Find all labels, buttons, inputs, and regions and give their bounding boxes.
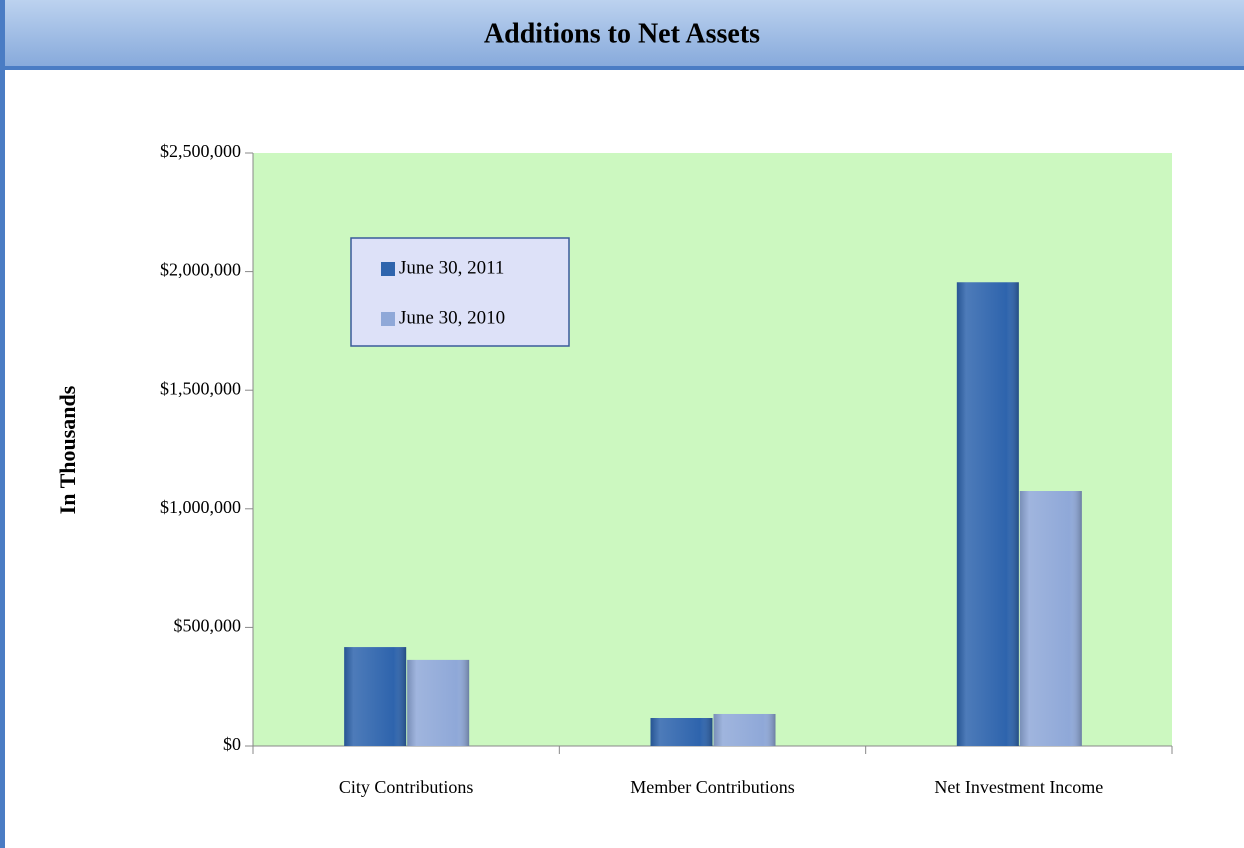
legend-swatch xyxy=(381,312,395,326)
legend-label: June 30, 2010 xyxy=(399,307,505,328)
header-bar xyxy=(0,0,1244,68)
y-tick-label: $0 xyxy=(223,734,241,754)
legend-box xyxy=(350,237,570,347)
header-border xyxy=(0,66,1244,70)
legend-swatch xyxy=(381,262,395,276)
x-tick-label: City Contributions xyxy=(338,777,474,797)
bar xyxy=(956,282,1019,746)
chart-title: Additions to Net Assets xyxy=(484,18,760,49)
bar xyxy=(650,718,713,746)
y-axis-label: In Thousands xyxy=(55,385,80,514)
bar xyxy=(1019,491,1082,746)
x-tick-label: Net Investment Income xyxy=(934,777,1104,797)
y-tick-label: $2,500,000 xyxy=(160,141,241,161)
bar xyxy=(344,647,407,746)
x-tick-label: Member Contributions xyxy=(630,777,795,797)
y-tick-label: $500,000 xyxy=(174,616,242,636)
bar xyxy=(407,659,470,746)
left-border xyxy=(0,0,5,848)
bar xyxy=(713,713,776,746)
y-tick-label: $1,000,000 xyxy=(160,497,241,517)
y-tick-label: $1,500,000 xyxy=(160,378,241,398)
y-tick-label: $2,000,000 xyxy=(160,260,241,280)
legend-label: June 30, 2011 xyxy=(399,257,504,278)
